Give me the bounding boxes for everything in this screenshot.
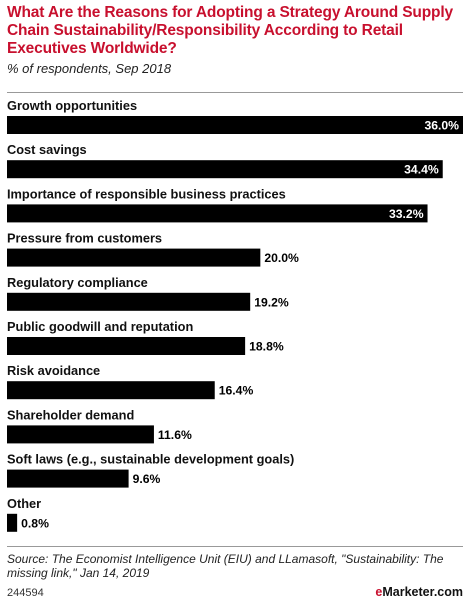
bar bbox=[7, 337, 246, 355]
bar bbox=[7, 425, 154, 444]
category-label: Public goodwill and reputation bbox=[7, 319, 193, 334]
bar bbox=[7, 292, 251, 311]
top-divider bbox=[7, 92, 463, 93]
bar bbox=[7, 248, 261, 267]
brand-logo: eMarketer.com bbox=[375, 585, 463, 599]
category-label: Growth opportunities bbox=[7, 98, 137, 113]
value-label: 36.0% bbox=[424, 119, 459, 133]
bar bbox=[7, 381, 215, 400]
category-label: Cost savings bbox=[7, 142, 87, 157]
value-label: 19.2% bbox=[254, 295, 289, 309]
category-label: Regulatory compliance bbox=[7, 275, 148, 290]
value-label: 33.2% bbox=[389, 207, 424, 221]
brand-prefix: e bbox=[375, 585, 383, 599]
bar bbox=[7, 469, 129, 488]
category-label: Soft laws (e.g., sustainable development… bbox=[7, 452, 294, 467]
category-label: Other bbox=[7, 496, 41, 511]
chart-title: What Are the Reasons for Adopting a Stra… bbox=[7, 4, 453, 57]
category-label: Importance of responsible business pract… bbox=[7, 186, 286, 201]
value-label: 11.6% bbox=[158, 428, 192, 442]
value-label: 16.4% bbox=[219, 384, 254, 398]
bar bbox=[7, 513, 18, 532]
category-label: Pressure from customers bbox=[7, 231, 162, 246]
bar-chart-svg: Growth opportunities 36.0% Cost savings 34.… bbox=[7, 98, 463, 532]
category-label: Shareholder demand bbox=[7, 407, 134, 422]
value-label: 0.8% bbox=[21, 516, 49, 530]
bar-chart: Growth opportunities 36.0% Cost savings 34.… bbox=[0, 95, 470, 540]
value-label: 20.0% bbox=[264, 251, 299, 265]
bar bbox=[7, 116, 463, 134]
bar bbox=[7, 204, 428, 223]
chart-subtitle: % of respondents, Sep 2018 bbox=[7, 61, 172, 76]
category-label: Risk avoidance bbox=[7, 363, 100, 378]
bottom-divider bbox=[7, 546, 463, 547]
bar bbox=[7, 160, 443, 179]
value-label: 18.8% bbox=[249, 340, 284, 354]
value-label: 9.6% bbox=[133, 472, 161, 486]
value-label: 34.4% bbox=[404, 163, 439, 177]
brand-name: Marketer bbox=[382, 585, 434, 599]
source-note: Source: The Economist Intelligence Unit … bbox=[7, 552, 444, 580]
brand-suffix: .com bbox=[433, 585, 463, 599]
chart-id: 244594 bbox=[7, 587, 44, 599]
